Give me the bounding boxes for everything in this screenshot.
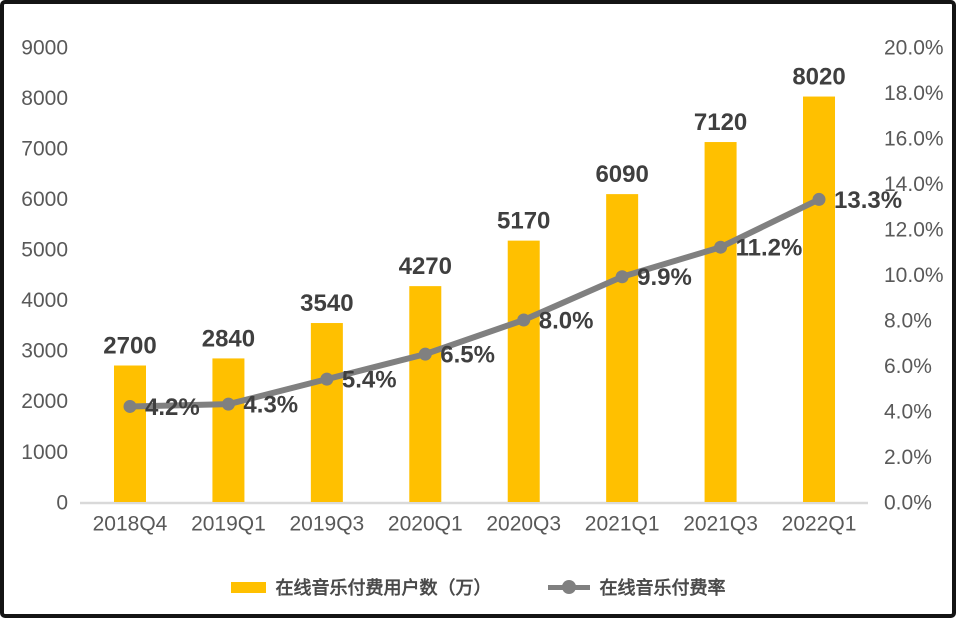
right-axis-tick: 0.0% [884,491,932,514]
left-axis-tick: 3000 [21,340,68,363]
line-swatch-icon [547,580,590,594]
rate-value-label: 4.2% [145,394,200,421]
legend-label-paying-rate: 在线音乐付费率 [599,578,726,598]
bar-value-label: 2700 [103,333,156,360]
category-label: 2019Q1 [191,512,266,535]
left-axis-tick: 2000 [21,390,68,413]
right-axis-tick: 6.0% [884,355,932,378]
category-label: 2021Q1 [585,512,660,535]
bar [606,194,639,502]
bar [212,358,245,502]
rate-value-label: 8.0% [539,307,594,334]
bar-swatch-icon [230,581,266,593]
category-label: 2022Q1 [782,512,857,535]
left-axis-tick: 7000 [21,137,68,160]
right-axis-tick: 2.0% [884,446,932,469]
right-axis-tick: 14.0% [884,173,944,196]
rate-marker [615,270,629,284]
category-label: 2020Q3 [486,512,561,535]
left-axis-tick: 0 [56,491,68,514]
left-axis-tick: 5000 [21,239,68,262]
chart-legend: 在线音乐付费用户数（万） 在线音乐付费率 [4,574,952,600]
rate-marker [320,372,334,386]
bar-value-label: 2840 [202,325,255,352]
bar [704,142,737,503]
rate-marker [714,240,728,254]
rate-value-label: 9.9% [637,264,692,291]
left-axis-tick: 9000 [21,36,68,59]
rate-marker [123,399,137,413]
bar-value-label: 4270 [399,253,452,280]
left-axis-tick: 1000 [21,441,68,464]
rate-marker [418,347,432,361]
category-label: 2020Q1 [388,512,463,535]
legend-label-paying-users: 在线音乐付费用户数（万） [275,578,492,598]
rate-value-label: 4.3% [243,392,298,419]
bar-value-label: 8020 [792,64,845,91]
left-axis-tick: 6000 [21,188,68,211]
legend-item-paying-users: 在线音乐付费用户数（万） [230,574,492,600]
bar-value-label: 3540 [300,290,353,317]
category-label: 2018Q4 [93,512,168,535]
bar [507,240,540,502]
category-label: 2021Q3 [683,512,758,535]
category-label: 2019Q3 [289,512,364,535]
rate-value-label: 6.5% [440,342,495,369]
rate-marker [221,397,235,411]
bar [310,323,343,502]
right-axis-tick: 16.0% [884,127,944,150]
bar [114,365,146,502]
left-axis-tick: 8000 [21,87,68,110]
right-axis-tick: 4.0% [884,400,932,423]
bar-value-label: 5170 [497,208,550,235]
right-axis-tick: 8.0% [884,309,932,332]
left-axis-tick: 4000 [21,289,68,312]
bar-value-label: 7120 [694,109,747,136]
legend-item-paying-rate: 在线音乐付费率 [547,574,726,600]
right-axis-tick: 10.0% [884,264,944,287]
rate-marker [812,192,826,206]
right-axis-tick: 20.0% [884,36,944,59]
rate-value-label: 11.2% [736,235,803,262]
rate-line [127,196,823,410]
rate-marker [517,313,531,327]
bar-value-label: 6090 [595,161,648,188]
bar [409,286,442,502]
rate-value-label: 5.4% [342,367,397,394]
rate-value-label: 13.3% [834,187,902,214]
right-axis-tick: 18.0% [884,82,944,105]
line-marker-icon [561,580,576,594]
right-axis-tick: 12.0% [884,218,944,241]
bar [803,96,836,503]
